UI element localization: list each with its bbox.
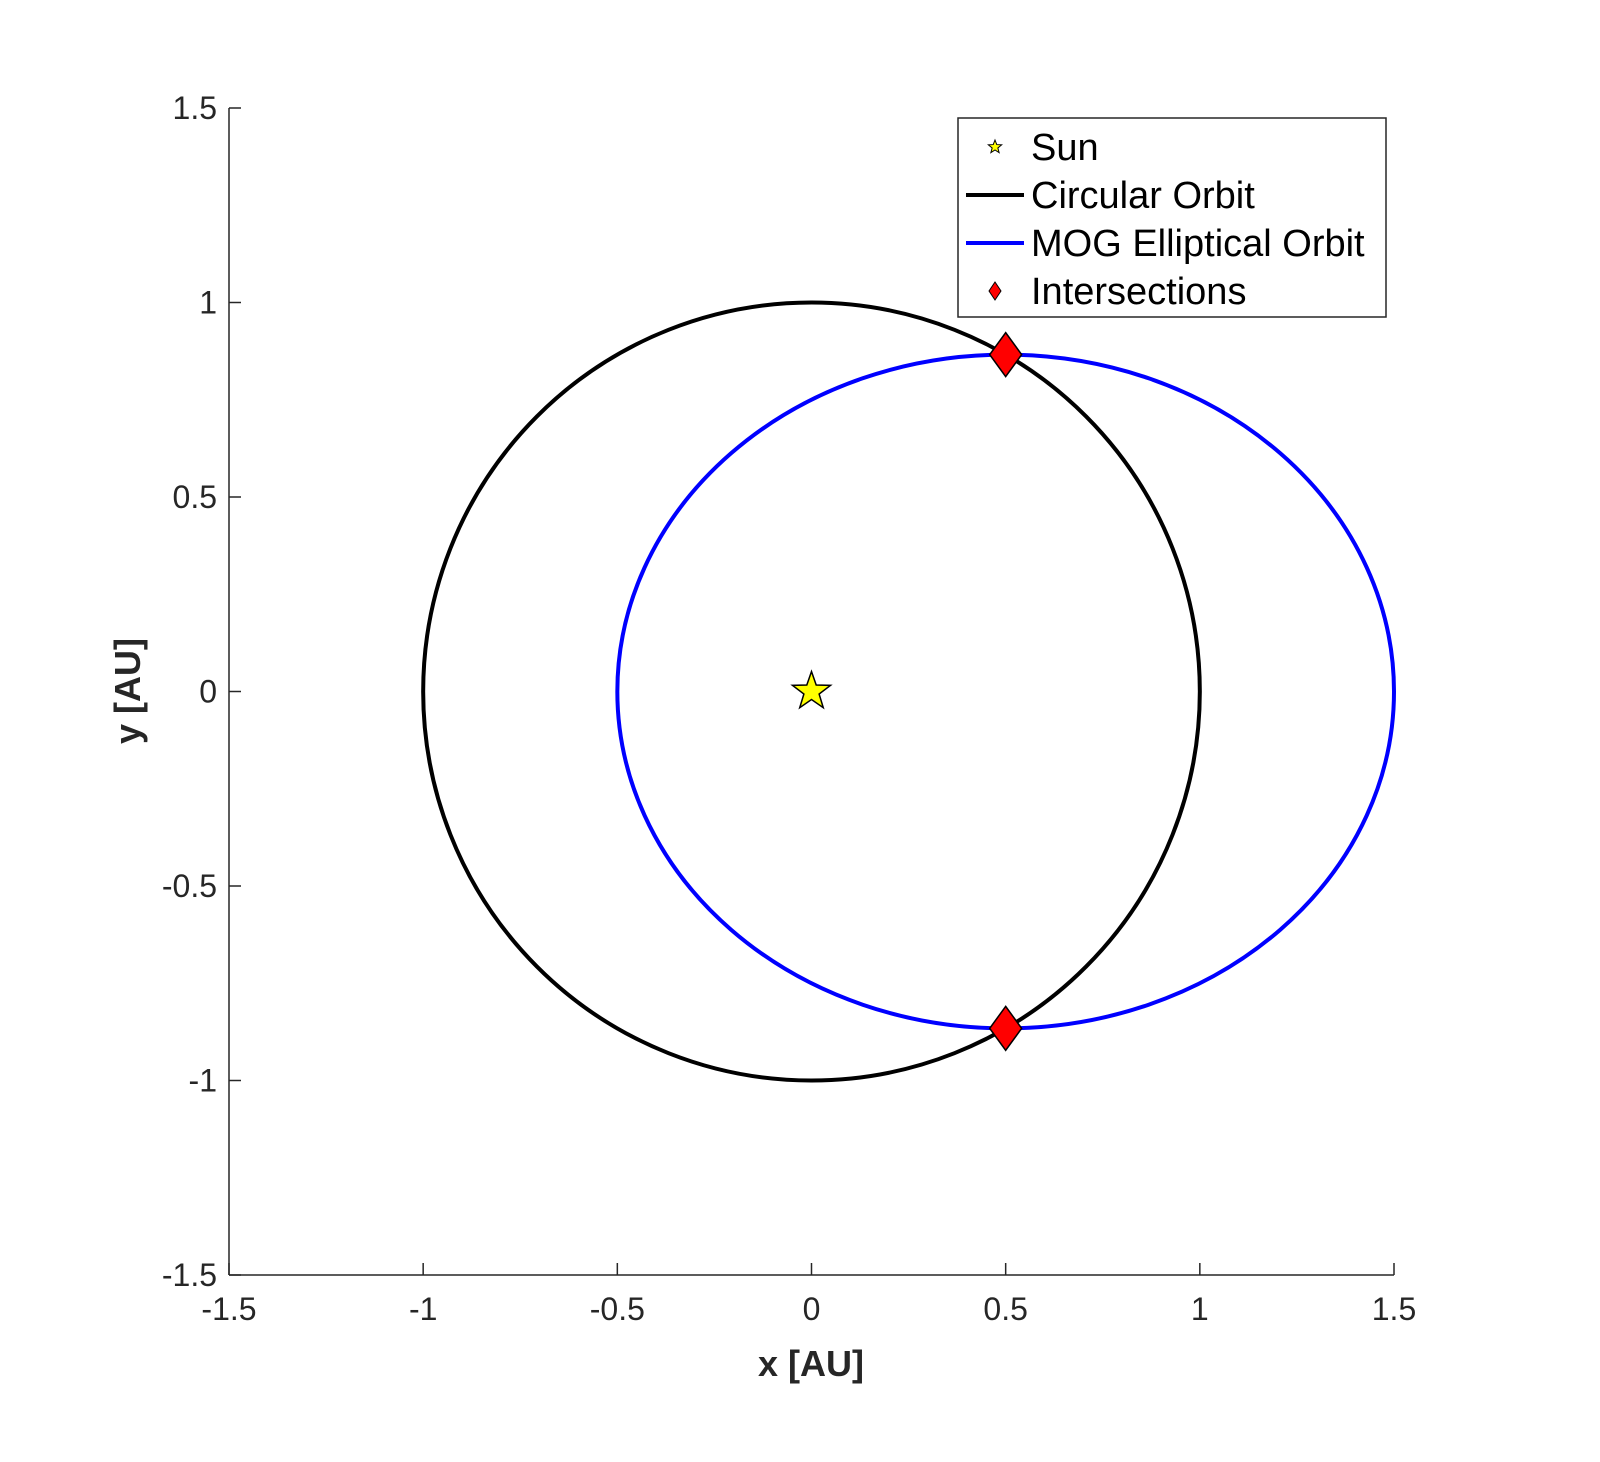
y-tick-label: 0 <box>199 674 217 710</box>
legend-star-icon <box>987 138 1003 154</box>
axes: -1.5 -1 -0.5 0 0.5 1 1.5 -1.5 -1 -0.5 0 0.5 1 1.5 <box>162 90 1416 1327</box>
y-tick-label: -1 <box>189 1063 217 1099</box>
x-tick-label: 1.5 <box>1372 1291 1416 1327</box>
legend: Sun Circular Orbit MOG Elliptical Orbit Int… <box>957 117 1387 318</box>
legend-label: MOG Elliptical Orbit <box>1031 223 1365 265</box>
x-tick-label: -1 <box>409 1291 437 1327</box>
legend-diamond-icon <box>988 281 1002 301</box>
x-tick-label: -0.5 <box>590 1291 645 1327</box>
legend-label: Circular Orbit <box>1031 175 1255 217</box>
x-tick-label: 1 <box>1191 1291 1209 1327</box>
x-tick-label: -1.5 <box>201 1291 256 1327</box>
intersection-marker <box>988 331 1023 378</box>
intersection-marker <box>988 1005 1023 1052</box>
mog-elliptical-orbit-line <box>615 352 1397 1031</box>
y-axis-title: y [AU] <box>107 638 148 744</box>
x-tick-label: 0 <box>803 1291 821 1327</box>
y-tick-label: 1.5 <box>173 90 217 126</box>
x-axis-title: x [AU] <box>758 1343 864 1384</box>
legend-label: Intersections <box>1031 271 1246 313</box>
sun-star-marker <box>790 669 833 710</box>
y-tick-label: -0.5 <box>162 868 217 904</box>
circular-orbit-line <box>421 300 1202 1083</box>
legend-box <box>957 117 1387 318</box>
legend-label: Sun <box>1031 127 1099 169</box>
y-tick-label: 1 <box>199 285 217 321</box>
y-tick-label: -1.5 <box>162 1257 217 1293</box>
markers <box>790 331 1023 1052</box>
x-tick-label: 0.5 <box>983 1291 1027 1327</box>
plot-area <box>421 300 1397 1083</box>
y-tick-label: 0.5 <box>173 479 217 515</box>
